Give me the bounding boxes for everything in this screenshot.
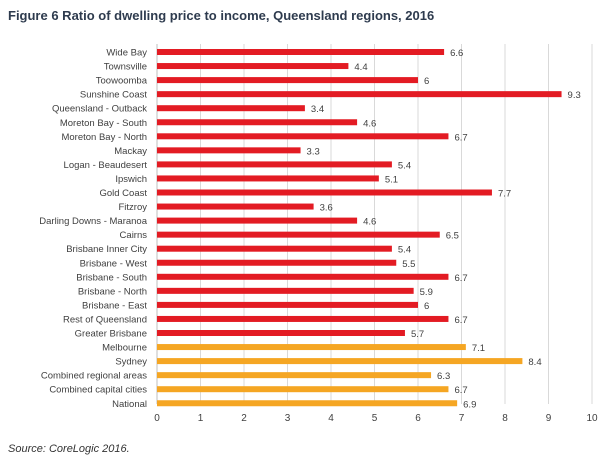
bar: [157, 133, 449, 140]
bars: [157, 49, 562, 407]
category-label: Toowoomba: [96, 76, 148, 87]
x-tick-label: 1: [198, 413, 204, 424]
data-label: 7.7: [498, 189, 511, 200]
bar: [157, 287, 414, 294]
data-labels: 6.64.469.33.44.66.73.35.45.17.73.64.66.5…: [307, 48, 581, 410]
data-label: 5.4: [398, 160, 411, 171]
data-label: 5.1: [385, 174, 398, 185]
category-label: Combined regional areas: [41, 371, 147, 382]
bar: [157, 119, 358, 126]
data-label: 6.5: [446, 231, 459, 242]
bar: [157, 386, 449, 393]
x-tick-label: 6: [415, 413, 421, 424]
x-tick-label: 4: [328, 413, 334, 424]
category-label: Brisbane - North: [78, 286, 147, 297]
bar: [157, 147, 301, 154]
data-label: 6.3: [437, 371, 450, 382]
data-label: 6.7: [454, 315, 467, 326]
bar: [157, 231, 440, 238]
x-tick-labels: 0 1 2 3 4 5 6 7 8 9 10: [154, 413, 598, 424]
bar: [157, 161, 392, 168]
x-tick-label: 7: [459, 413, 465, 424]
bar: [157, 217, 358, 224]
bar: [157, 301, 418, 308]
chart-title: Figure 6 Ratio of dwelling price to inco…: [8, 8, 435, 23]
data-label: 5.9: [420, 287, 433, 298]
category-label: Sunshine Coast: [80, 90, 147, 101]
category-label: Melbourne: [102, 343, 147, 354]
category-label: Brisbane Inner City: [66, 244, 147, 255]
category-label: Moreton Bay - North: [61, 132, 147, 143]
data-label: 4.6: [363, 118, 376, 129]
category-label: Sydney: [115, 357, 147, 368]
bar: [157, 344, 466, 351]
data-label: 6.9: [463, 399, 476, 410]
x-tick-label: 5: [372, 413, 378, 424]
bar: [157, 259, 397, 266]
category-label: Rest of Queensland: [63, 314, 147, 325]
data-label: 3.3: [307, 146, 320, 157]
bar: [157, 315, 449, 322]
category-label: Fitzroy: [119, 202, 148, 213]
data-label: 4.4: [354, 62, 367, 73]
category-label: Brisbane - South: [76, 272, 147, 283]
category-label: National: [112, 399, 147, 410]
category-label: Combined capital cities: [49, 385, 147, 396]
data-label: 5.4: [398, 245, 411, 256]
category-label: Darling Downs - Maranoa: [39, 216, 147, 227]
x-tick-label: 0: [154, 413, 160, 424]
bar: [157, 330, 405, 336]
bar: [157, 91, 562, 98]
data-label: 8.4: [528, 357, 541, 368]
data-label: 6: [424, 301, 429, 312]
data-label: 6.7: [454, 385, 467, 396]
gridlines: [156, 44, 593, 404]
x-tick-label: 9: [546, 413, 552, 424]
bar: [157, 63, 349, 70]
bar: [157, 245, 392, 252]
category-label: Townsville: [104, 62, 147, 73]
bar: [157, 273, 449, 280]
data-label: 5.7: [411, 329, 424, 340]
x-tick-label: 8: [502, 413, 508, 424]
data-label: 6: [424, 76, 429, 87]
bar: [157, 105, 305, 112]
data-label: 4.6: [363, 217, 376, 228]
category-label: Cairns: [120, 230, 148, 241]
category-label: Ipswich: [115, 174, 147, 185]
data-label: 6.7: [454, 132, 467, 143]
bar: [157, 203, 314, 210]
data-label: 9.3: [568, 90, 581, 101]
bar: [157, 49, 445, 55]
category-label: Queensland - Outback: [52, 104, 147, 115]
x-tick-label: 10: [586, 413, 598, 424]
category-label: Brisbane - East: [82, 300, 147, 311]
category-label: Brisbane - West: [80, 258, 148, 269]
source-note: Source: CoreLogic 2016.: [8, 443, 130, 455]
bar: [157, 175, 379, 182]
x-tick-label: 3: [285, 413, 291, 424]
data-label: 3.6: [320, 203, 333, 214]
category-label: Logan - Beaudesert: [64, 160, 148, 171]
data-label: 7.1: [472, 343, 485, 354]
category-label: Mackay: [114, 146, 147, 157]
x-tick-label: 2: [241, 413, 247, 424]
category-label: Gold Coast: [99, 188, 147, 199]
category-labels: Wide Bay Townsville Toowoomba Sunshine Coas…: [39, 48, 147, 410]
bar: [157, 358, 523, 365]
category-label: Greater Brisbane: [75, 329, 147, 340]
data-label: 6.7: [454, 273, 467, 284]
bar: [157, 372, 432, 379]
category-label: Moreton Bay - South: [60, 118, 147, 129]
bar: [157, 77, 418, 84]
category-label: Wide Bay: [106, 48, 147, 59]
bar: [157, 189, 492, 196]
data-label: 6.6: [450, 48, 463, 59]
data-label: 5.5: [402, 259, 415, 270]
data-label: 3.4: [311, 104, 324, 115]
bar: [157, 400, 458, 407]
